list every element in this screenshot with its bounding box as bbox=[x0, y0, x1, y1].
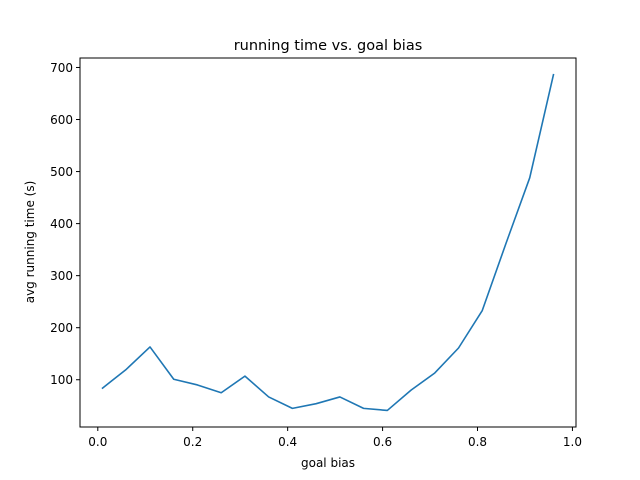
x-tick-label: 0.4 bbox=[278, 435, 297, 449]
x-tick-label: 0.8 bbox=[468, 435, 487, 449]
y-tick-label: 500 bbox=[50, 165, 73, 179]
x-tick-label: 0.0 bbox=[88, 435, 107, 449]
y-tick-label: 100 bbox=[50, 373, 73, 387]
x-axis: 0.0 0.2 0.4 0.6 0.8 1.0 bbox=[88, 427, 582, 449]
x-tick-label: 0.2 bbox=[183, 435, 202, 449]
plot-area bbox=[79, 57, 577, 428]
x-tick-label: 0.6 bbox=[373, 435, 392, 449]
y-axis: 100 200 300 400 500 600 700 bbox=[50, 61, 80, 387]
chart-title: running time vs. goal bias bbox=[234, 38, 423, 54]
x-axis-label: goal bias bbox=[301, 456, 355, 470]
y-tick-label: 400 bbox=[50, 217, 73, 231]
y-tick-label: 600 bbox=[50, 113, 73, 127]
x-tick-label: 1.0 bbox=[563, 435, 582, 449]
y-tick-label: 300 bbox=[50, 269, 73, 283]
y-tick-label: 700 bbox=[50, 61, 73, 75]
plot-frame bbox=[79, 57, 577, 428]
y-axis-label: avg running time (s) bbox=[23, 181, 37, 304]
series-line-0 bbox=[101, 73, 555, 412]
y-tick-label: 200 bbox=[50, 321, 73, 335]
